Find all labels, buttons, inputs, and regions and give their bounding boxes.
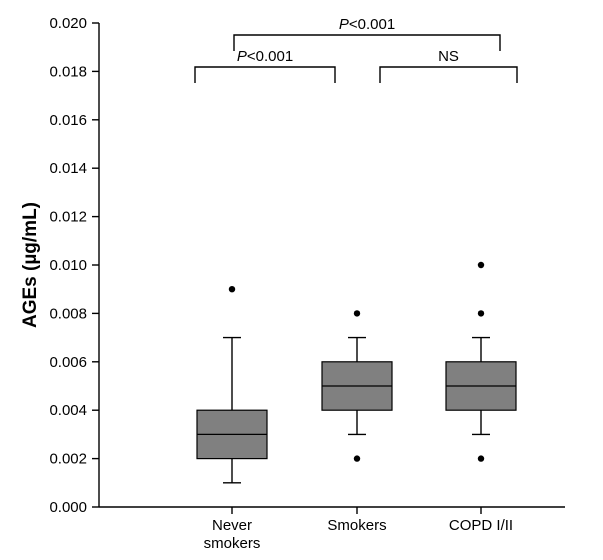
y-tick-label: 0.016	[49, 112, 87, 129]
y-axis-title: AGEs (µg/mL)	[20, 202, 41, 328]
y-tick-label: 0.008	[49, 305, 87, 322]
outlier-point	[353, 455, 361, 462]
significance-bracket	[194, 66, 336, 83]
y-tick-label: 0.012	[49, 209, 87, 226]
significance-value: NS	[438, 48, 459, 65]
x-tick-label: Smokers	[327, 517, 386, 534]
significance-bracket	[379, 66, 518, 83]
significance-label: P<0.001	[339, 16, 395, 33]
y-tick-label: 0.014	[49, 160, 87, 177]
x-tick-label: smokers	[204, 535, 261, 552]
y-tick-label: 0.010	[49, 257, 87, 274]
significance-bracket	[233, 34, 501, 51]
y-tick-label: 0.002	[49, 451, 87, 468]
p-symbol: P	[237, 48, 247, 65]
outlier-point	[228, 286, 236, 293]
y-tick-label: 0.004	[49, 402, 87, 419]
significance-label: NS	[438, 48, 459, 65]
outlier-point	[477, 261, 485, 269]
outlier-point	[477, 455, 485, 462]
significance-label: P<0.001	[237, 48, 293, 65]
x-tick-label: COPD I/II	[449, 517, 513, 534]
y-tick-label: 0.000	[49, 499, 87, 516]
y-tick-label: 0.020	[49, 15, 87, 32]
outlier-point	[353, 310, 361, 317]
y-tick-label: 0.018	[49, 63, 87, 80]
y-tick-label: 0.006	[49, 354, 87, 371]
significance-value: <0.001	[247, 48, 293, 65]
x-tick-label: Never	[212, 517, 252, 534]
p-symbol: P	[339, 16, 349, 33]
significance-value: <0.001	[349, 16, 395, 33]
outlier-point	[477, 310, 485, 317]
